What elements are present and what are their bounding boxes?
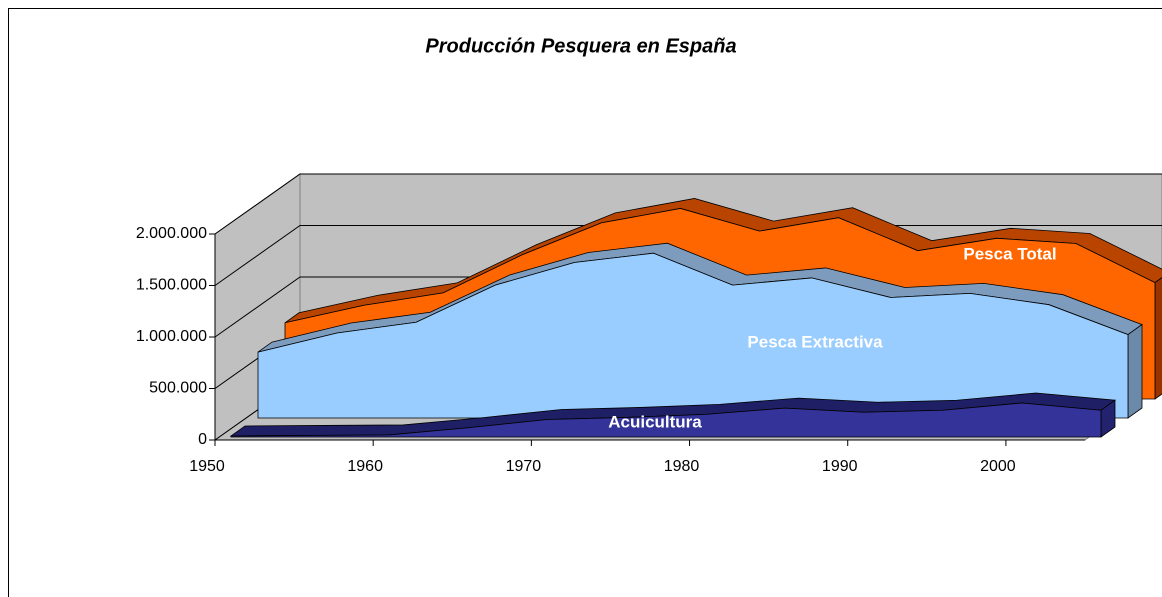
y-tick-label: 2.000.000 (136, 225, 207, 242)
grid-line (214, 173, 1162, 235)
x-tick-label: 1970 (506, 458, 542, 475)
area-side (1127, 323, 1143, 419)
x-tick-label: 1980 (664, 458, 700, 475)
x-tick-label: 1950 (189, 458, 225, 475)
y-tick-label: 500.000 (149, 380, 207, 397)
x-tick-label: 2000 (980, 458, 1016, 475)
area (257, 252, 1129, 419)
series-label: Acuicultura (608, 412, 702, 431)
y-tick-label: 1.500.000 (136, 277, 207, 294)
chart-title: Producción Pesquera en España (425, 35, 736, 57)
x-tick-label: 1960 (347, 458, 383, 475)
area-side (1154, 277, 1162, 400)
series-label: Pesca Extractiva (747, 332, 883, 351)
y-tick-label: 0 (198, 431, 207, 448)
area (230, 402, 1102, 438)
y-tick-label: 1.000.000 (136, 328, 207, 345)
series-label: Pesca Total (963, 244, 1056, 263)
x-tick-label: 1990 (822, 458, 858, 475)
